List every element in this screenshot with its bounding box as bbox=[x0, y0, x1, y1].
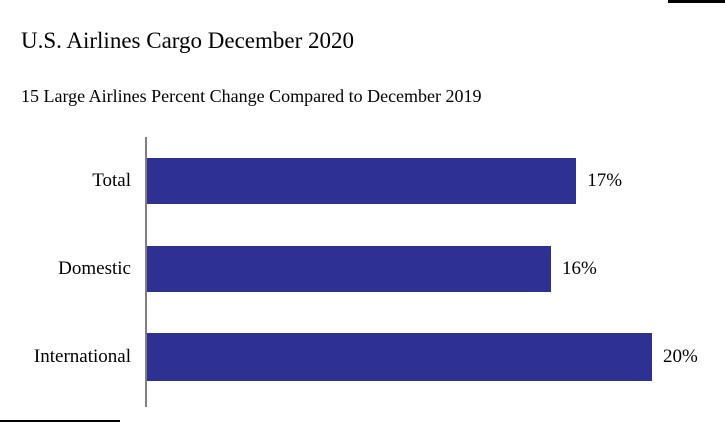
bar-row: Total 17% bbox=[0, 158, 725, 204]
bar bbox=[147, 333, 652, 381]
bar bbox=[147, 158, 577, 204]
value-label: 20% bbox=[663, 346, 698, 367]
bar-row: Domestic 16% bbox=[0, 246, 725, 292]
chart-title: U.S. Airlines Cargo December 2020 bbox=[21, 28, 355, 53]
crop-mark-top-right bbox=[668, 0, 725, 3]
category-label: Total bbox=[92, 170, 131, 191]
category-label: International bbox=[33, 346, 131, 367]
crop-mark-bottom-left bbox=[0, 420, 120, 422]
value-label: 16% bbox=[562, 258, 597, 279]
category-label: Domestic bbox=[58, 258, 131, 279]
y-axis-line bbox=[145, 137, 147, 407]
value-label: 17% bbox=[587, 170, 623, 191]
plot-area: Total 17% Domestic 16% International 20% bbox=[0, 137, 725, 407]
bar bbox=[147, 246, 551, 292]
chart-subtitle: 15 Large Airlines Percent Change Compare… bbox=[21, 86, 482, 106]
bar-row: International 20% bbox=[0, 333, 725, 381]
